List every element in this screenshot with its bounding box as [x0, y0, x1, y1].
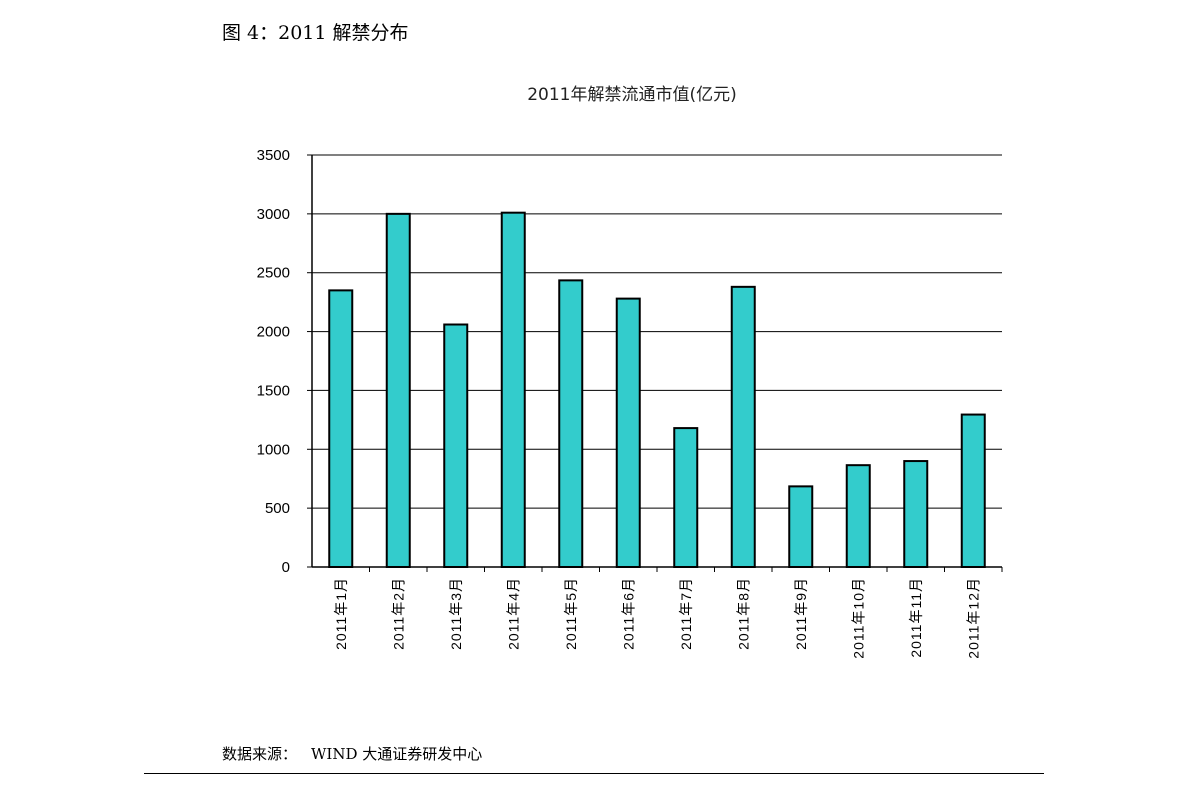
bar	[500, 211, 526, 568]
y-tick-labels: 0 500 1000 1500 2000 2500 3000 3500	[257, 147, 290, 576]
y-tick-label: 1500	[257, 382, 290, 399]
bar	[558, 279, 584, 568]
bar	[903, 460, 929, 568]
x-category-label: 2011年7月	[678, 577, 694, 650]
bars	[328, 211, 986, 569]
x-category-labels: 2011年1月 2011年2月 2011年3月 2011年4月 2011年5月 2011年…	[333, 577, 982, 659]
x-category-label: 2011年12月	[965, 577, 981, 659]
axes	[307, 154, 1003, 572]
bar	[960, 413, 986, 568]
x-category-label: 2011年8月	[735, 577, 751, 650]
x-category-label: 2011年5月	[563, 577, 579, 650]
gridlines	[312, 154, 1002, 509]
y-tick-label: 1000	[257, 441, 290, 458]
source-text: WIND 大通证券研发中心	[311, 745, 483, 763]
bar	[788, 485, 814, 569]
x-category-label: 2011年1月	[333, 577, 349, 650]
y-tick-label: 2500	[257, 265, 290, 282]
y-tick-label: 2000	[257, 324, 290, 341]
x-category-label: 2011年3月	[448, 577, 464, 650]
x-category-label: 2011年9月	[793, 577, 809, 650]
y-tick-label: 0	[282, 559, 290, 576]
y-tick-label: 500	[265, 500, 290, 517]
bar	[845, 464, 871, 569]
x-category-label: 2011年10月	[850, 577, 866, 659]
bar	[730, 285, 756, 568]
bar	[443, 323, 469, 568]
bar	[328, 289, 354, 568]
chart-title: 2011年解禁流通市值(亿元)	[527, 85, 737, 105]
figure-caption: 图 4：2011 解禁分布	[222, 22, 409, 44]
source-label: 数据来源：	[222, 745, 298, 763]
bar	[615, 297, 641, 568]
source-note: 数据来源： WIND 大通证券研发中心	[222, 744, 482, 764]
y-tick-label: 3000	[257, 206, 290, 223]
x-category-label: 2011年2月	[390, 577, 406, 650]
y-tick-label: 3500	[257, 147, 290, 164]
x-category-label: 2011年6月	[620, 577, 636, 650]
bar	[385, 212, 411, 568]
x-category-label: 2011年4月	[505, 577, 521, 650]
x-category-label: 2011年11月	[908, 577, 924, 658]
bar	[673, 427, 699, 568]
bottom-divider	[144, 773, 1044, 774]
